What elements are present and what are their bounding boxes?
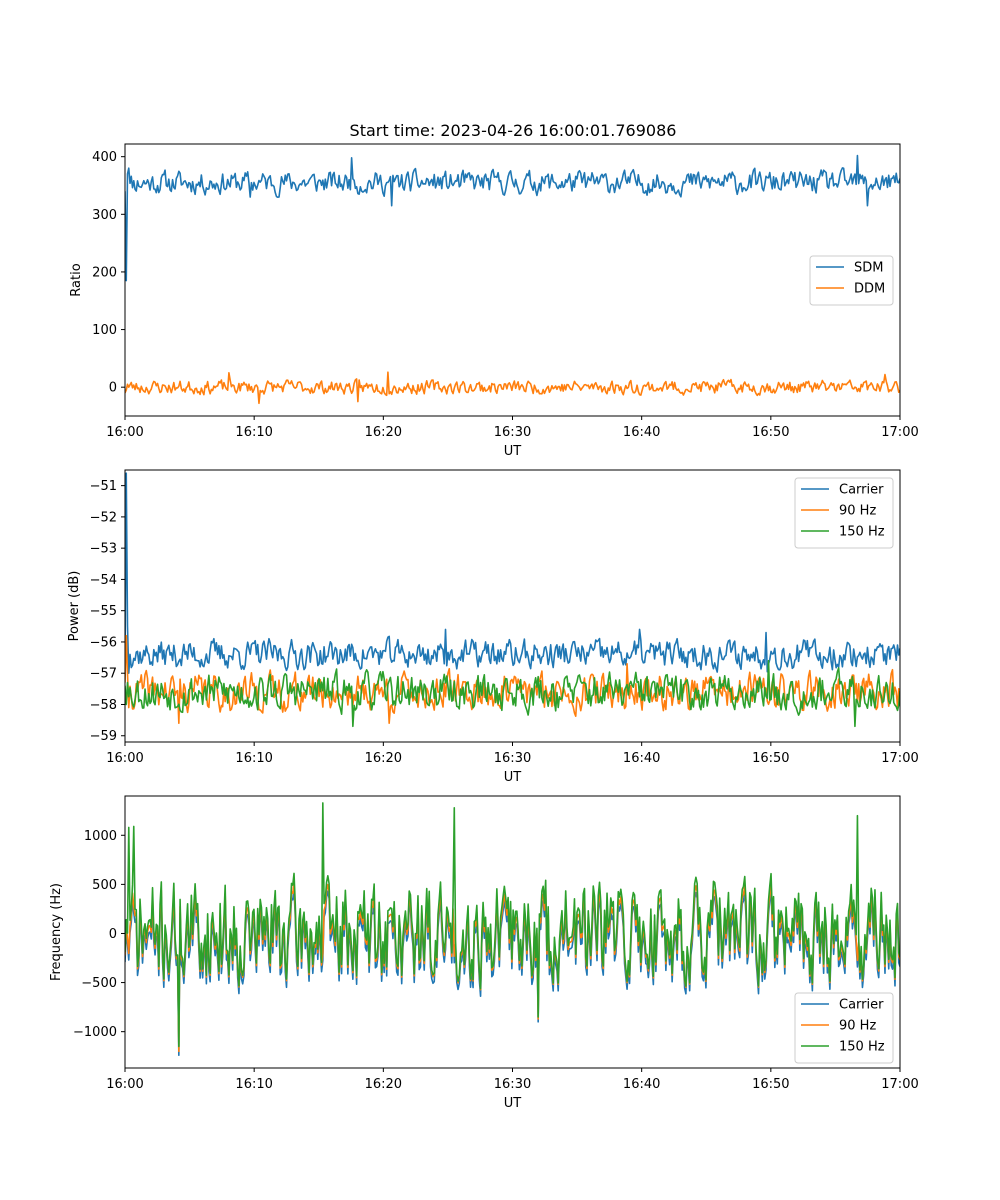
x-tick-label: 16:10 bbox=[235, 1077, 272, 1092]
legend-box bbox=[809, 255, 894, 306]
x-tick-label: 16:40 bbox=[623, 425, 660, 440]
y-tick-label: −500 bbox=[81, 976, 117, 991]
y-tick-label: −54 bbox=[90, 573, 117, 588]
y-tick-label: −52 bbox=[90, 510, 117, 525]
y-tick-label: −57 bbox=[90, 667, 117, 682]
y-tick-label: 1000 bbox=[84, 829, 117, 844]
y-tick-label: 0 bbox=[109, 381, 117, 396]
x-tick-label: 16:30 bbox=[494, 1077, 531, 1092]
legend-label: Carrier bbox=[839, 998, 884, 1013]
chart-panel-1: 16:00 16:10 16:20 16:30 16:40 16:50 17:00 0 100 2… bbox=[69, 143, 919, 459]
y-tick-label: −56 bbox=[90, 635, 117, 650]
x-axis-label: UT bbox=[504, 444, 522, 459]
series-line-150-hz bbox=[125, 802, 900, 1048]
series-line-carrier bbox=[125, 472, 900, 675]
legend: Carrier 90 Hz 150 Hz bbox=[794, 992, 894, 1064]
legend-label: 150 Hz bbox=[839, 525, 885, 540]
x-tick-label: 16:10 bbox=[235, 425, 272, 440]
x-tick-label: 16:30 bbox=[494, 425, 531, 440]
y-axis-label: Frequency (Hz) bbox=[49, 883, 64, 981]
legend-label: 90 Hz bbox=[839, 1019, 876, 1034]
x-tick-label: 17:00 bbox=[881, 751, 918, 766]
series-line-sdm bbox=[125, 154, 900, 282]
figure-title: Start time: 2023-04-26 16:00:01.769086 bbox=[350, 121, 677, 140]
y-tick-label: −53 bbox=[90, 542, 117, 557]
y-axis-label: Ratio bbox=[69, 263, 84, 296]
x-axis-label: UT bbox=[504, 1096, 522, 1111]
x-tick-label: 16:20 bbox=[365, 425, 402, 440]
y-tick-label: −51 bbox=[90, 479, 117, 494]
y-tick-label: 400 bbox=[92, 150, 117, 165]
x-tick-label: 17:00 bbox=[881, 1077, 918, 1092]
x-tick-label: 16:30 bbox=[494, 751, 531, 766]
x-tick-label: 16:50 bbox=[752, 425, 789, 440]
x-tick-label: 16:00 bbox=[106, 425, 143, 440]
legend-label: 90 Hz bbox=[839, 504, 876, 519]
x-tick-label: 16:10 bbox=[235, 751, 272, 766]
y-tick-label: 0 bbox=[109, 927, 117, 942]
legend-label: Carrier bbox=[839, 483, 884, 498]
x-tick-label: 16:00 bbox=[106, 1077, 143, 1092]
legend-label: SDM bbox=[854, 261, 883, 276]
y-tick-label: 100 bbox=[92, 323, 117, 338]
x-tick-label: 16:50 bbox=[752, 1077, 789, 1092]
x-tick-label: 16:40 bbox=[623, 751, 660, 766]
chart-panel-2: 16:00 16:10 16:20 16:30 16:40 16:50 17:00 −59 −5… bbox=[67, 469, 919, 785]
series-line-ddm bbox=[125, 371, 900, 405]
legend-label: DDM bbox=[854, 282, 885, 297]
x-tick-label: 16:20 bbox=[365, 751, 402, 766]
x-tick-label: 16:40 bbox=[623, 1077, 660, 1092]
y-tick-label: −59 bbox=[90, 729, 117, 744]
x-tick-label: 16:00 bbox=[106, 751, 143, 766]
y-axis-label: Power (dB) bbox=[67, 571, 82, 642]
x-tick-label: 17:00 bbox=[881, 425, 918, 440]
y-tick-label: 500 bbox=[92, 878, 117, 893]
series-line-150-hz bbox=[125, 659, 900, 728]
y-tick-label: 300 bbox=[92, 208, 117, 223]
legend: SDM DDM bbox=[809, 255, 894, 306]
legend-label: 150 Hz bbox=[839, 1040, 885, 1055]
legend: Carrier 90 Hz 150 Hz bbox=[794, 477, 894, 549]
x-tick-label: 16:20 bbox=[365, 1077, 402, 1092]
chart-panel-3: 16:00 16:10 16:20 16:30 16:40 16:50 17:00 −1000… bbox=[49, 795, 919, 1111]
y-tick-label: −55 bbox=[90, 604, 117, 619]
y-tick-label: −58 bbox=[90, 698, 117, 713]
x-axis-label: UT bbox=[504, 770, 522, 785]
y-tick-label: 200 bbox=[92, 265, 117, 280]
y-tick-label: −1000 bbox=[73, 1025, 117, 1040]
panels: 16:00 16:10 16:20 16:30 16:40 16:50 17:00 0 100 2… bbox=[49, 143, 919, 1111]
x-tick-label: 16:50 bbox=[752, 751, 789, 766]
